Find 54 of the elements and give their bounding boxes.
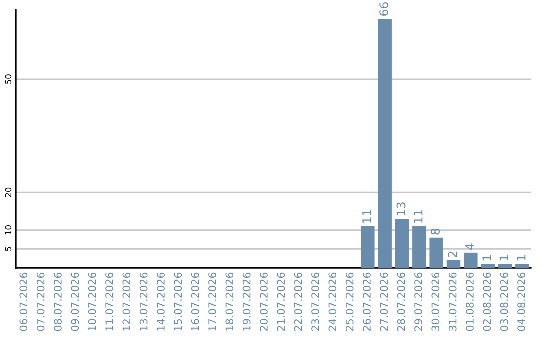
x-tick-label: 14.07.2026	[157, 272, 165, 331]
x-tick-label: 13.07.2026	[140, 272, 148, 331]
x-tick-label: 06.07.2026	[20, 272, 28, 332]
data-label: 11	[414, 210, 423, 223]
x-tick-label: 07.07.2026	[36, 272, 45, 332]
x-tick-label: 03.08.2026	[500, 272, 508, 332]
bar	[412, 226, 426, 268]
x-tick-label: 10.07.2026	[88, 272, 96, 331]
x-tick-label: 19.07.2026	[242, 272, 251, 331]
y-tick-label: 10	[5, 226, 12, 235]
data-label: 4	[466, 244, 474, 250]
x-tick-label: 30.07.2026	[432, 272, 440, 332]
x-tick-label: 29.07.2026	[414, 272, 422, 332]
x-tick-label: 04.08.2026	[518, 272, 526, 332]
x-tick-label: 09.07.2026	[71, 272, 80, 332]
x-tick-label: 20.07.2026	[260, 272, 268, 332]
x-tick-label: 26.07.2026	[363, 272, 371, 332]
bar	[446, 260, 461, 268]
data-label: 1	[500, 256, 509, 261]
data-label: 2	[448, 252, 458, 258]
bar	[395, 218, 410, 268]
x-tick-label: 24.07.2026	[328, 272, 337, 332]
bar	[516, 264, 530, 268]
y-tick-label: 20	[5, 188, 12, 198]
x-tick-label: 11.07.2026	[106, 272, 114, 331]
x-tick-label: 22.07.2026	[294, 272, 302, 332]
x-tick-label: 12.07.2026	[122, 272, 131, 331]
data-label: 1	[517, 256, 526, 261]
x-tick-label: 15.07.2026	[174, 272, 182, 331]
x-tick-label: 18.07.2026	[226, 272, 234, 331]
bar	[481, 264, 495, 268]
x-tick-label: 21.07.2026	[277, 272, 286, 332]
y-tick-label: 5	[5, 247, 12, 252]
x-tick-label: 25.07.2026	[346, 272, 354, 332]
y-tick-label: 50	[5, 74, 12, 84]
x-tick-label: 02.08.2026	[483, 272, 492, 332]
data-label: 11	[362, 210, 372, 223]
x-tick-label: 23.07.2026	[312, 272, 320, 332]
bar	[430, 238, 444, 268]
x-tick-label: 01.08.2026	[466, 272, 474, 332]
bar	[361, 226, 375, 268]
bar	[378, 19, 392, 268]
x-tick-label: 27.07.2026	[380, 272, 388, 332]
bar	[464, 252, 478, 268]
data-label: 13	[396, 202, 406, 216]
x-tick-label: 08.07.2026	[54, 272, 62, 332]
x-tick-label: 28.07.2026	[397, 272, 406, 332]
bar	[498, 264, 512, 268]
data-label: 8	[431, 228, 440, 235]
x-tick-label: 17.07.2026	[208, 272, 216, 331]
data-label: 66	[380, 2, 389, 16]
data-label: 1	[482, 256, 492, 261]
x-tick-label: 31.07.2026	[448, 272, 457, 332]
x-tick-label: 16.07.2026	[191, 272, 200, 331]
